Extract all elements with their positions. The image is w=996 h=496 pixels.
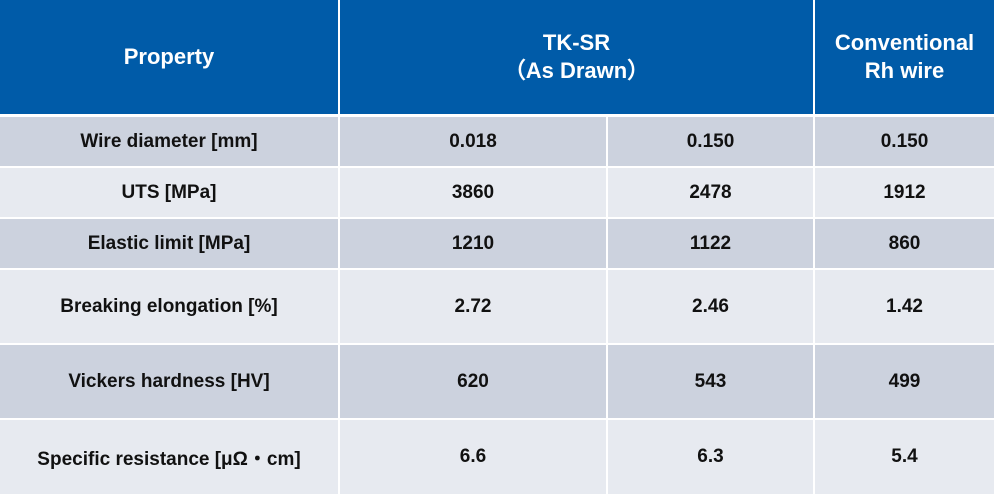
value-cell: 2.46	[608, 270, 815, 345]
value-cell: 0.150	[815, 117, 996, 168]
header-text: （As Drawn）	[503, 58, 650, 83]
property-text: UTS [MPa]	[121, 181, 217, 203]
value-text: 1.42	[886, 295, 923, 317]
property-text: Elastic limit [MPa]	[87, 232, 251, 254]
property-cell: Wire diameter [mm]	[0, 117, 340, 168]
value-cell: 1122	[608, 219, 815, 270]
header-text: Property	[123, 44, 215, 69]
value-text: 2.72	[454, 295, 492, 317]
value-text: 3860	[451, 181, 495, 203]
property-cell: Elastic limit [MPa]	[0, 219, 340, 270]
property-text: Wire diameter [mm]	[80, 130, 258, 152]
property-cell: Breaking elongation [%]	[0, 270, 340, 345]
property-text: Specific resistance [μΩ・cm]	[37, 448, 301, 470]
property-cell: UTS [MPa]	[0, 168, 340, 219]
value-text: 2478	[689, 181, 732, 203]
property-cell: Specific resistance [μΩ・cm]	[0, 420, 340, 496]
value-cell: 3860	[340, 168, 608, 219]
value-cell: 5.4	[815, 420, 996, 496]
value-cell: 6.3	[608, 420, 815, 496]
value-cell: 620	[340, 345, 608, 420]
value-cell: 6.6	[340, 420, 608, 496]
value-cell: 543	[608, 345, 815, 420]
property-cell: Vickers hardness [HV]	[0, 345, 340, 420]
value-cell: 1210	[340, 219, 608, 270]
header-text: Rh wire	[864, 58, 945, 83]
value-text: 0.150	[686, 130, 735, 152]
property-text: Vickers hardness [HV]	[68, 370, 270, 392]
property-text: Breaking elongation [%]	[60, 295, 278, 317]
value-cell: 2478	[608, 168, 815, 219]
value-text: 1912	[883, 181, 926, 203]
header-text: Conventional	[834, 30, 975, 55]
value-text: 1122	[689, 232, 732, 254]
header-cell: TK-SR （As Drawn）	[340, 0, 815, 117]
value-cell: 499	[815, 345, 996, 420]
value-text: 499	[888, 370, 921, 392]
value-text: 543	[694, 370, 727, 392]
value-cell: 1912	[815, 168, 996, 219]
header-text: TK-SR	[542, 30, 611, 55]
value-cell: 860	[815, 219, 996, 270]
value-text: 6.3	[697, 446, 724, 467]
value-cell: 0.150	[608, 117, 815, 168]
value-text: 2.46	[692, 295, 729, 317]
value-text: 5.4	[891, 446, 918, 467]
value-text: 1210	[451, 232, 495, 254]
value-text: 0.018	[449, 130, 497, 152]
header-cell: Property	[0, 0, 340, 117]
value-text: 0.150	[880, 130, 929, 152]
value-cell: 2.72	[340, 270, 608, 345]
value-cell: 1.42	[815, 270, 996, 345]
header-cell: Conventional Rh wire	[815, 0, 996, 117]
value-text: 860	[888, 232, 921, 254]
value-text: 620	[457, 370, 489, 392]
value-cell: 0.018	[340, 117, 608, 168]
value-text: 6.6	[459, 446, 487, 467]
